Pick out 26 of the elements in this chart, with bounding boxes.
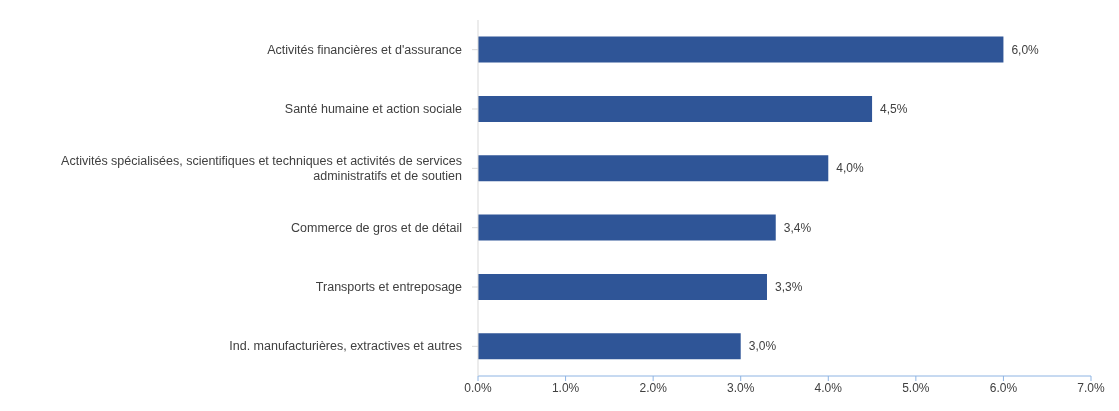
bar [478, 95, 873, 122]
x-tick-label: 3.0% [727, 380, 755, 395]
bar [478, 155, 829, 182]
x-tick-label: 2.0% [639, 380, 668, 395]
x-tick-label: 1.0% [551, 380, 580, 395]
x-tick-label: 7.0% [1077, 380, 1105, 395]
y-tick-label: Ind. manufacturières, extractives et autres [229, 339, 462, 354]
y-tick-label: Commerce de gros et de détail [291, 220, 462, 235]
bar [478, 273, 767, 300]
data-label: 4,5% [880, 101, 908, 116]
bar [478, 333, 741, 360]
data-label: 3,3% [774, 279, 803, 294]
data-label: 4,0% [836, 161, 864, 176]
y-tick-label: Santé humaine et action sociale [284, 102, 463, 116]
x-tick-label: 0.0% [464, 380, 492, 395]
y-tick-label: Activités spécialisées, scientifiques et techniques et activités de services administratifs et de soutien [61, 153, 463, 183]
y-tick-label: Transports et entreposage [315, 280, 463, 294]
x-tick-label: 5.0% [902, 380, 930, 395]
data-label: 3,4% [783, 220, 812, 235]
x-tick-label: 6.0% [989, 380, 1018, 395]
y-tick-label: Activités financières et d'assurance [267, 42, 463, 57]
x-tick-label: 4.0% [814, 380, 843, 395]
data-label: 3,0% [748, 339, 777, 354]
data-label: 6,0% [1011, 42, 1040, 57]
bar [478, 214, 776, 241]
bar [478, 36, 1004, 63]
